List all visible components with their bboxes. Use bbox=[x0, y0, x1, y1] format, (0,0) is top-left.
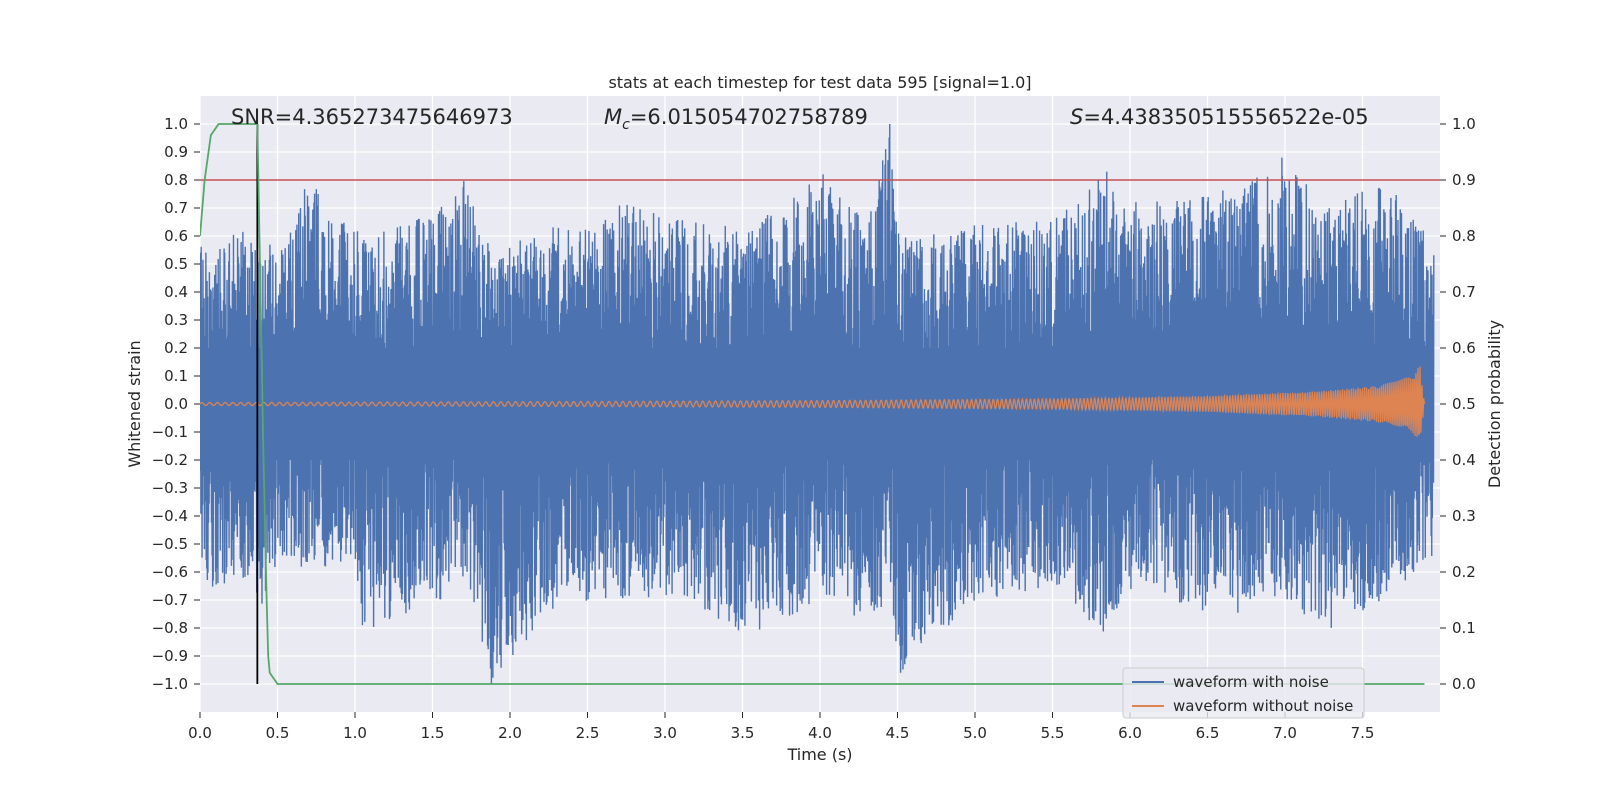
legend-label-clean: waveform without noise bbox=[1173, 697, 1353, 715]
x-tick-label: 4.5 bbox=[886, 724, 910, 742]
y-tick-label: 0.7 bbox=[164, 199, 188, 217]
y2-tick-label: 0.3 bbox=[1452, 507, 1476, 525]
y-tick-label: −0.9 bbox=[152, 647, 188, 665]
x-tick-label: 5.0 bbox=[963, 724, 987, 742]
y-tick-label: 0.0 bbox=[164, 395, 188, 413]
x-tick-label: 4.0 bbox=[808, 724, 832, 742]
y2-tick-label: 0.4 bbox=[1452, 451, 1476, 469]
x-tick-label: 0.0 bbox=[188, 724, 212, 742]
y-tick-label: 0.4 bbox=[164, 283, 188, 301]
y2-tick-label: 0.6 bbox=[1452, 339, 1476, 357]
clean-waveform-line bbox=[200, 366, 1426, 437]
x-axis: 0.0 0.5 1.0 1.5 2.0 2.5 3.0 3.5 4.0 4.5 5.0 5.5 6.0 6… bbox=[188, 712, 1374, 742]
legend: waveform with noise waveform without noi… bbox=[1122, 667, 1365, 719]
mc-subscript: c bbox=[622, 117, 630, 133]
y-tick-label: −0.5 bbox=[152, 535, 188, 553]
chirp-mass-annotation: Mc=6.015054702758789 bbox=[604, 105, 868, 133]
y-tick-label: 0.1 bbox=[164, 367, 188, 385]
series-waveform-without-noise bbox=[200, 366, 1426, 437]
mc-symbol: M bbox=[604, 105, 622, 129]
s-symbol: S bbox=[1070, 105, 1083, 129]
y2-tick-label: 0.9 bbox=[1452, 171, 1476, 189]
y-tick-label: −0.8 bbox=[152, 619, 188, 637]
s-value: =4.438350515556522e-05 bbox=[1083, 105, 1368, 129]
y-axis-right: 1.0 0.9 0.8 0.7 0.6 0.5 0.4 0.3 0.2 0.1 0.0 bbox=[1440, 115, 1476, 693]
legend-box bbox=[1122, 667, 1365, 719]
x-tick-label: 2.0 bbox=[498, 724, 522, 742]
x-tick-label: 3.5 bbox=[731, 724, 755, 742]
snr-annotation: SNR=4.365273475646973 bbox=[231, 105, 513, 129]
y-tick-label: 0.6 bbox=[164, 227, 188, 245]
y-tick-label: −0.1 bbox=[152, 423, 188, 441]
x-tick-label: 0.5 bbox=[266, 724, 290, 742]
chart-title: stats at each timestep for test data 595… bbox=[608, 73, 1031, 92]
y2-tick-label: 0.2 bbox=[1452, 563, 1476, 581]
mc-value: =6.015054702758789 bbox=[630, 105, 868, 129]
x-tick-label: 1.5 bbox=[421, 724, 445, 742]
x-tick-label: 2.5 bbox=[576, 724, 600, 742]
x-tick-label: 6.0 bbox=[1118, 724, 1142, 742]
reference-lines bbox=[200, 124, 1440, 684]
x-tick-label: 3.0 bbox=[653, 724, 677, 742]
detection-probability-line bbox=[200, 123, 1425, 685]
s-annotation: S=4.438350515556522e-05 bbox=[1070, 105, 1369, 129]
y2-tick-label: 1.0 bbox=[1452, 115, 1476, 133]
legend-label-noise: waveform with noise bbox=[1173, 673, 1329, 691]
y-axis-label: Whitened strain bbox=[125, 340, 144, 467]
y-tick-label: −0.3 bbox=[152, 479, 188, 497]
y-tick-label: 0.5 bbox=[164, 255, 188, 273]
y2-tick-label: 0.7 bbox=[1452, 283, 1476, 301]
y-tick-label: −0.2 bbox=[152, 451, 188, 469]
y-tick-label: 0.9 bbox=[164, 143, 188, 161]
x-axis-label: Time (s) bbox=[786, 745, 852, 764]
x-tick-label: 6.5 bbox=[1196, 724, 1220, 742]
y2-tick-label: 0.1 bbox=[1452, 619, 1476, 637]
y2-tick-label: 0.8 bbox=[1452, 227, 1476, 245]
y-tick-label: −0.4 bbox=[152, 507, 188, 525]
y2-tick-label: 0.5 bbox=[1452, 395, 1476, 413]
y2-tick-label: 0.0 bbox=[1452, 675, 1476, 693]
x-tick-label: 7.0 bbox=[1273, 724, 1297, 742]
x-tick-label: 1.0 bbox=[343, 724, 367, 742]
y-tick-label: −1.0 bbox=[152, 675, 188, 693]
y-tick-label: 1.0 bbox=[164, 115, 188, 133]
x-tick-label: 5.5 bbox=[1041, 724, 1065, 742]
y-tick-label: −0.7 bbox=[152, 591, 188, 609]
x-tick-label: 7.5 bbox=[1351, 724, 1375, 742]
y-tick-label: −0.6 bbox=[152, 563, 188, 581]
y-axis-left: 1.0 0.9 0.8 0.7 0.6 0.5 0.4 0.3 0.2 0.1 0.0 −0.1 −0.… bbox=[152, 115, 200, 693]
y-tick-label: 0.2 bbox=[164, 339, 188, 357]
y-tick-label: 0.3 bbox=[164, 311, 188, 329]
noise-waveform-line bbox=[200, 124, 1435, 684]
y2-axis-label: Detection probability bbox=[1485, 320, 1504, 488]
series-detection-probability bbox=[200, 123, 1425, 685]
y-tick-label: 0.8 bbox=[164, 171, 188, 189]
